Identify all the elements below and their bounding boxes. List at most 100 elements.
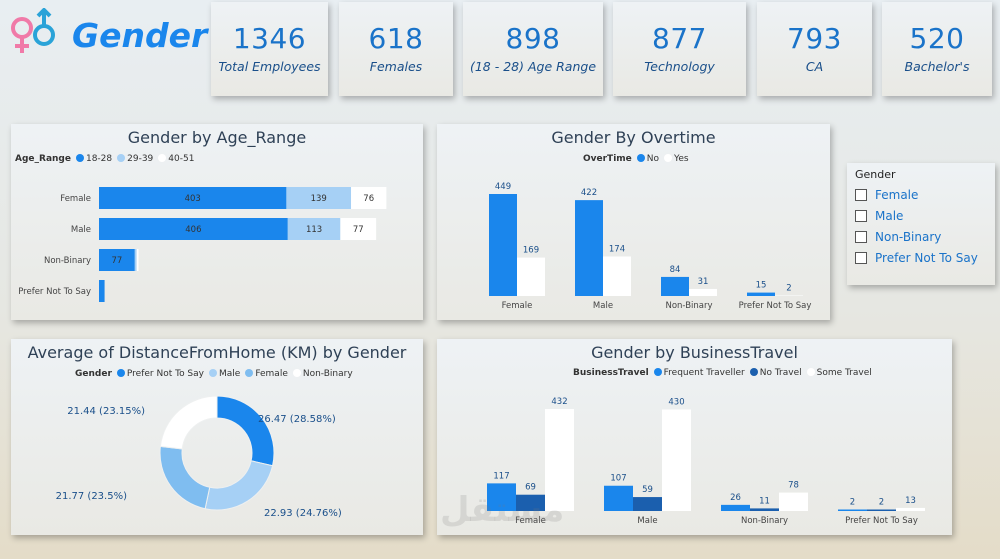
chart-legend: Age_Range 18-28 29-39 40-51 <box>15 154 194 164</box>
age-range-plot: Female 403 139 76 Male 406 113 77 Non-Binary 77 Pr… <box>18 187 387 302</box>
checkbox[interactable] <box>855 231 867 243</box>
legend-dot <box>75 154 84 162</box>
bar <box>689 288 717 296</box>
bar <box>487 483 516 511</box>
donut-slice <box>159 445 211 510</box>
legend-dot <box>292 369 301 377</box>
data-label: 59 <box>642 485 653 495</box>
data-label: 77 <box>353 225 364 235</box>
checkbox[interactable] <box>855 210 867 222</box>
chart-title: Gender By Overtime <box>551 128 716 147</box>
kpi-age-range: 898 (18 - 28) Age Range <box>463 2 603 96</box>
data-label: 84 <box>670 265 681 275</box>
chart-distance[interactable]: Average of DistanceFromHome (KM) by Gend… <box>11 339 423 535</box>
legend-item[interactable]: Frequent Traveller <box>653 368 745 378</box>
data-label: 403 <box>185 194 201 204</box>
data-label: 113 <box>306 225 322 235</box>
donut-slice <box>204 460 274 511</box>
category-label: Prefer Not To Say <box>739 301 812 311</box>
legend-item[interactable]: No Travel <box>749 368 802 378</box>
kpi-label: Bachelor's <box>904 59 970 74</box>
data-label: 2 <box>879 498 884 508</box>
checkbox[interactable] <box>855 189 867 201</box>
bar-segment <box>99 249 135 271</box>
data-label: 15 <box>756 281 767 291</box>
bar-segment <box>340 218 377 240</box>
kpi-technology: 877 Technology <box>613 2 746 96</box>
bar-segment <box>287 218 341 240</box>
data-label: 422 <box>581 188 597 198</box>
bar-segment <box>99 187 287 209</box>
legend-item[interactable]: 40-51 <box>158 154 194 164</box>
legend-item[interactable]: Yes <box>664 154 689 164</box>
kpi-label: Females <box>369 59 423 74</box>
chart-age-range[interactable]: Gender by Age_Range Age_Range 18-28 29-3… <box>11 124 423 320</box>
bar <box>603 256 631 296</box>
legend-item[interactable]: No <box>636 154 659 164</box>
data-label: 76 <box>363 194 374 204</box>
legend-title: Gender <box>75 369 112 379</box>
chart-overtime[interactable]: Gender By Overtime OverTime No Yes 449 16… <box>437 124 830 320</box>
legend-dot <box>245 369 254 377</box>
chart-business-travel[interactable]: Gender by BusinessTravel BusinessTravel … <box>437 339 952 535</box>
legend-item[interactable]: Some Travel <box>806 368 872 378</box>
data-label: 117 <box>493 471 509 481</box>
data-label: 26.47 (28.58%) <box>258 414 336 425</box>
data-label: 21.44 (23.15%) <box>67 406 145 417</box>
data-label: 26 <box>730 493 741 503</box>
kpi-label: Total Employees <box>218 59 321 74</box>
bar-segment <box>99 218 288 240</box>
legend-item[interactable]: Male <box>208 369 240 379</box>
data-label: 22.93 (24.76%) <box>264 508 342 519</box>
category-label: Non-Binary <box>665 301 712 311</box>
kpi-bachelors: 520 Bachelor's <box>882 2 992 96</box>
data-label: 169 <box>523 246 539 256</box>
legend-item[interactable]: Prefer Not To Say <box>116 369 204 379</box>
chart-legend: BusinessTravel Frequent Traveller No Tra… <box>573 368 872 378</box>
bar <box>575 200 603 296</box>
bar <box>516 494 545 511</box>
data-label: 139 <box>311 194 327 204</box>
kpi-value: 1346 <box>232 22 307 55</box>
legend-dot <box>749 368 758 376</box>
category-label: Male <box>593 301 613 311</box>
bar <box>747 292 775 296</box>
data-label: 13 <box>905 496 916 506</box>
legend-item[interactable]: Female <box>245 369 288 379</box>
bar <box>662 409 691 511</box>
watermark: مستقل <box>440 490 565 530</box>
checkbox[interactable] <box>855 252 867 264</box>
category-label: Male <box>71 225 91 235</box>
data-label: 432 <box>551 397 567 407</box>
gender-symbol-icon <box>11 8 55 53</box>
data-label: 449 <box>495 182 511 192</box>
bar-segment <box>351 187 387 209</box>
bar <box>545 409 574 511</box>
slicer-item-female[interactable]: Female <box>855 188 987 202</box>
chart-legend: OverTime No Yes <box>583 154 689 164</box>
legend-dot <box>117 154 126 162</box>
data-label: 11 <box>759 496 770 506</box>
kpi-ca: 793 CA <box>757 2 872 96</box>
legend-item[interactable]: Non-Binary <box>292 369 353 379</box>
data-label: 78 <box>788 481 799 491</box>
legend-item[interactable]: 18-28 <box>75 154 112 164</box>
data-label: 430 <box>668 397 684 407</box>
slicer-item-non-binary[interactable]: Non-Binary <box>855 230 987 244</box>
category-label: Non-Binary <box>44 256 91 266</box>
legend-dot <box>664 154 673 162</box>
chart-legend: Gender Prefer Not To Say Male Female Non… <box>75 369 353 379</box>
category-label: Female <box>515 516 546 526</box>
slicer-item-prefer-not-to-say[interactable]: Prefer Not To Say <box>855 251 987 265</box>
category-label: Male <box>637 516 657 526</box>
legend-dot <box>116 369 125 377</box>
slicer-item-male[interactable]: Male <box>855 209 987 223</box>
donut-slice <box>159 395 218 450</box>
bar <box>779 492 808 511</box>
category-label: Prefer Not To Say <box>18 287 91 297</box>
bar <box>517 257 545 296</box>
bar <box>489 194 517 296</box>
legend-title: BusinessTravel <box>573 368 649 378</box>
legend-item[interactable]: 29-39 <box>117 154 153 164</box>
overtime-plot: 449 169 Female 422 174 Male 84 31 Non-Binary 15 2 P… <box>489 182 812 311</box>
